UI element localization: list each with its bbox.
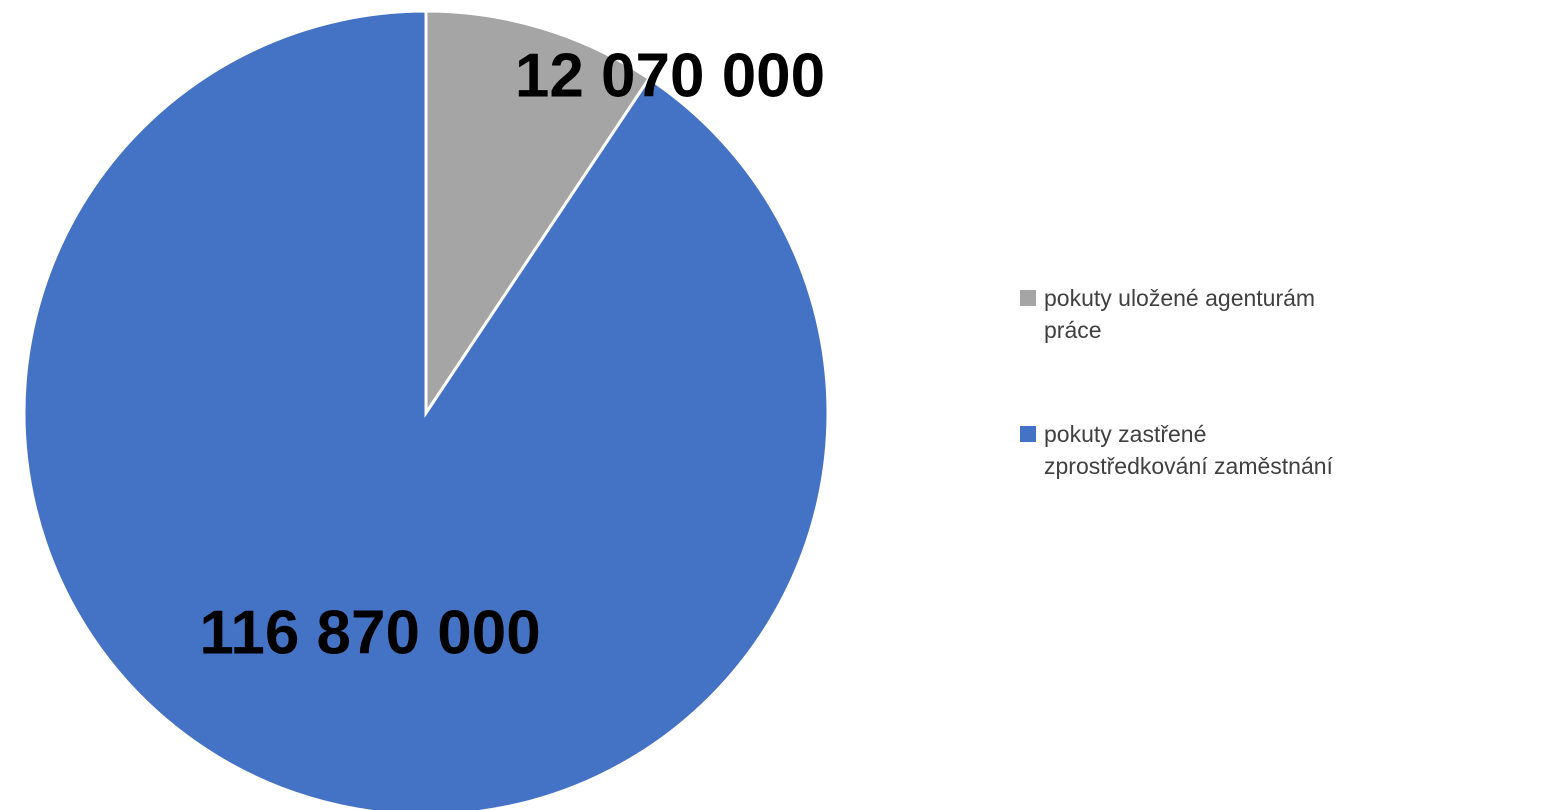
legend-label: pokuty zastřené zprostředkování zaměstná…: [1044, 421, 1333, 479]
pie-slice: [424, 9, 652, 418]
data-label: 116 870 000: [199, 598, 540, 667]
legend-swatch: [1020, 426, 1036, 442]
legend: pokuty uložené agenturám práce pokuty zas…: [1020, 282, 1340, 554]
legend-item: pokuty uložené agenturám práce: [1020, 282, 1340, 346]
legend-label: pokuty uložené agenturám práce: [1044, 285, 1316, 343]
legend-swatch: [1020, 290, 1036, 306]
data-label: 12 070 000: [515, 41, 825, 110]
legend-item: pokuty zastřené zprostředkování zaměstná…: [1020, 418, 1340, 482]
pie-slice: [22, 9, 830, 810]
